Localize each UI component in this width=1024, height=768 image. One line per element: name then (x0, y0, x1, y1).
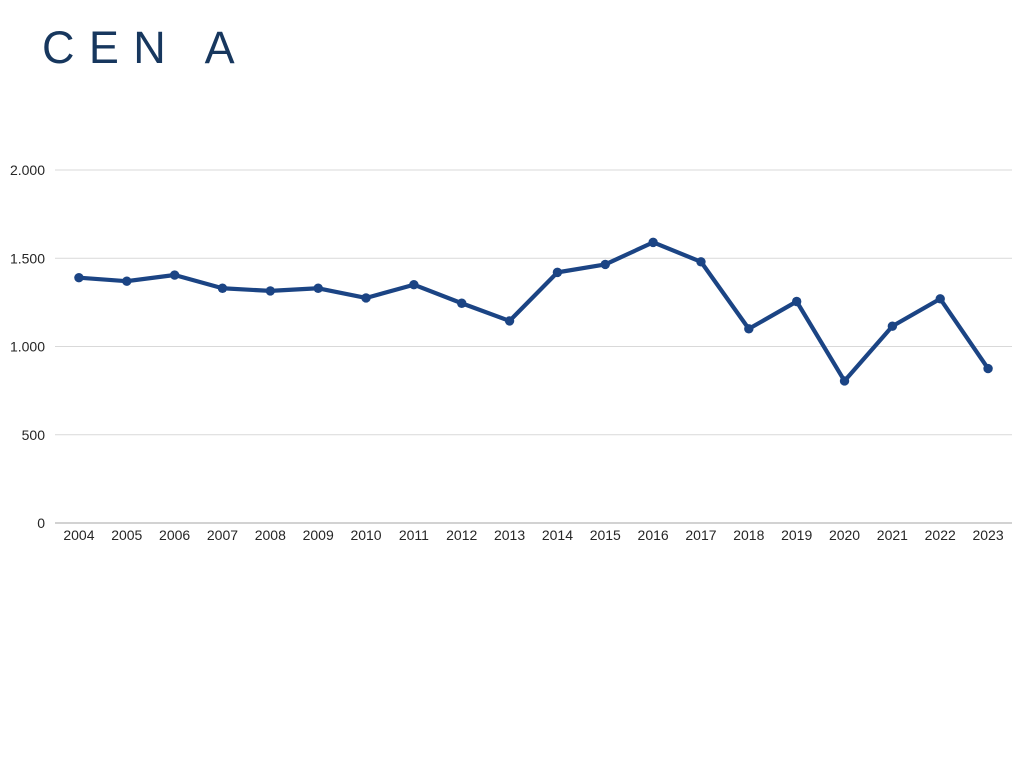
data-point (361, 293, 371, 303)
x-tick-label: 2008 (255, 527, 286, 543)
x-tick-label: 2023 (972, 527, 1003, 543)
x-tick-label: 2014 (542, 527, 573, 543)
y-tick-label: 500 (22, 427, 46, 443)
x-tick-label: 2019 (781, 527, 812, 543)
x-tick-label: 2005 (111, 527, 142, 543)
data-point (648, 237, 658, 248)
y-tick-label: 0 (37, 515, 45, 531)
data-point (169, 270, 180, 280)
y-tick-label: 1.500 (10, 250, 45, 266)
data-point (457, 298, 467, 308)
x-tick-label: 2017 (685, 527, 716, 543)
x-tick-label: 2009 (303, 527, 334, 543)
data-point (313, 283, 323, 293)
x-tick-label: 2011 (399, 527, 429, 543)
x-tick-label: 2016 (638, 527, 669, 543)
x-tick-label: 2006 (159, 527, 190, 543)
data-point (935, 294, 945, 304)
data-point (600, 259, 610, 270)
y-tick-label: 1.000 (10, 339, 45, 355)
trend-line (76, 240, 991, 384)
x-tick-label: 2007 (207, 527, 238, 543)
data-point (552, 267, 563, 278)
chart-title: CEN A (42, 22, 250, 73)
data-point (122, 276, 132, 286)
data-point (744, 324, 754, 334)
data-point (504, 316, 515, 326)
x-tick-label: 2015 (590, 527, 621, 543)
data-point (74, 272, 84, 283)
data-point (409, 280, 419, 290)
data-point (887, 321, 898, 331)
data-point (696, 257, 706, 267)
data-point (265, 286, 276, 296)
data-point (791, 296, 802, 307)
x-tick-label: 2018 (733, 527, 764, 543)
x-tick-label: 2022 (925, 527, 956, 543)
x-tick-label: 2012 (446, 527, 477, 543)
x-tick-label: 2013 (494, 527, 525, 543)
x-tick-label: 2010 (350, 527, 381, 543)
x-tick-label: 2021 (877, 527, 908, 543)
y-tick-label: 2.000 (10, 162, 45, 178)
data-point (217, 283, 228, 293)
x-tick-label: 2020 (829, 527, 860, 543)
data-point (983, 363, 993, 374)
x-tick-label: 2004 (63, 527, 94, 543)
data-point (839, 376, 850, 386)
